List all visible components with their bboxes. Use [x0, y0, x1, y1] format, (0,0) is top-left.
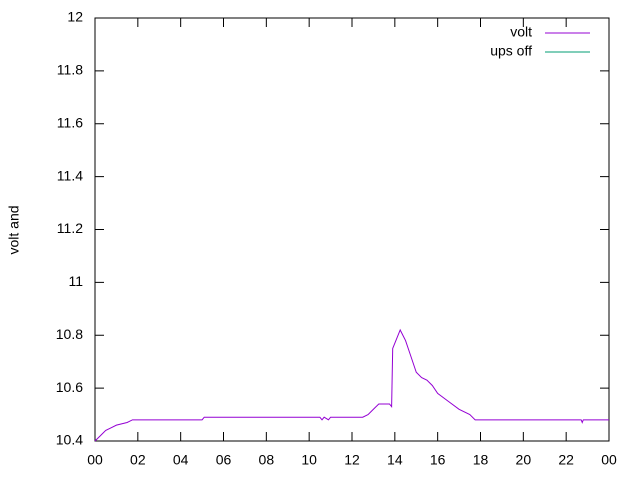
x-tick-label: 06: [216, 452, 232, 468]
y-tick-label: 10.4: [56, 432, 83, 448]
x-tick-label: 04: [173, 452, 189, 468]
x-tick-label: 20: [516, 452, 532, 468]
x-tick-label: 14: [387, 452, 403, 468]
y-tick-label: 11: [68, 273, 83, 289]
x-tick-label: 12: [344, 452, 360, 468]
y-tick-label: 12: [67, 9, 83, 25]
y-tick-label: 11.6: [57, 114, 83, 130]
y-tick-label: 11.2: [57, 220, 83, 236]
x-tick-label: 00: [601, 452, 617, 468]
x-tick-label: 00: [87, 452, 103, 468]
y-tick-label: 10.6: [56, 379, 83, 395]
legend-label: ups off: [490, 43, 532, 59]
series-line: [94, 328, 609, 442]
x-tick-label: 10: [301, 452, 317, 468]
y-tick-label: 11.4: [57, 167, 83, 183]
legend-label: volt: [510, 24, 532, 40]
x-tick-label: 02: [130, 452, 146, 468]
plot-border: [94, 17, 610, 442]
y-tick-label: 11.8: [57, 62, 83, 78]
x-tick-label: 08: [259, 452, 275, 468]
x-tick-label: 16: [430, 452, 446, 468]
y-axis-label: volt and: [6, 205, 22, 254]
y-tick-label: 10.8: [56, 326, 83, 342]
x-tick-label: 18: [473, 452, 489, 468]
x-tick-label: 22: [558, 452, 574, 468]
